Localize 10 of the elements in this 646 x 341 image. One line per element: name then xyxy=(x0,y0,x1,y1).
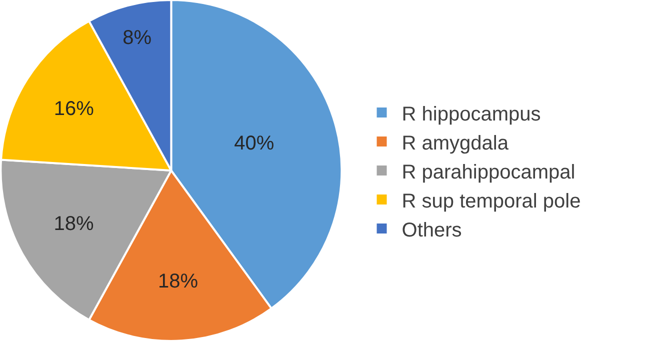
data-label: 18% xyxy=(54,212,94,235)
legend-label: R parahippocampal xyxy=(402,161,576,184)
data-label: 16% xyxy=(54,98,94,120)
data-label: 40% xyxy=(234,132,274,154)
data-label: 18% xyxy=(158,270,198,292)
legend-label: R sup temporal pole xyxy=(402,190,581,212)
legend-label: Others xyxy=(402,219,462,242)
legend-label: R hippocampus xyxy=(402,103,541,126)
data-label: 8% xyxy=(122,27,152,50)
legend-label: R amygdala xyxy=(402,132,510,154)
